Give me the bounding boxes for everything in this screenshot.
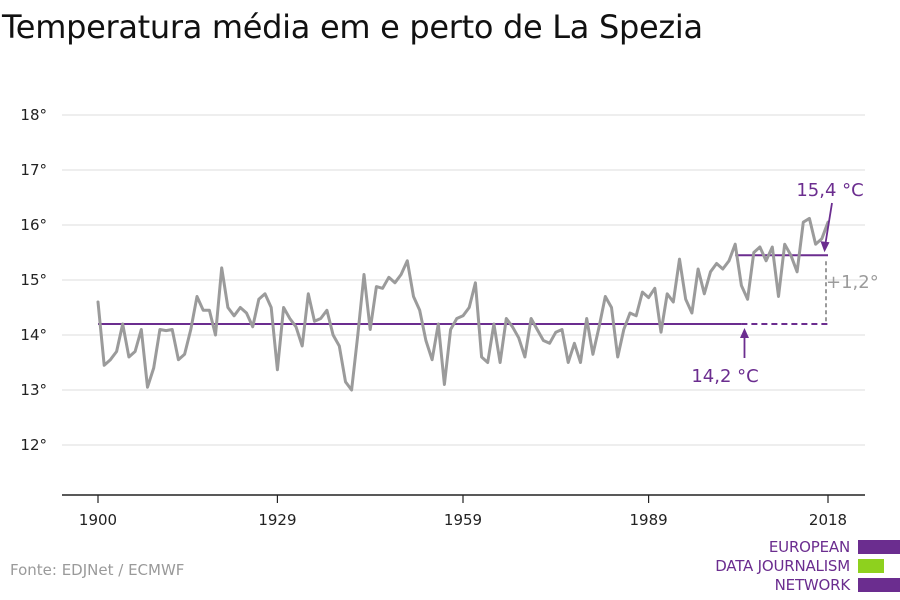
- delta-label: +1,2°: [826, 272, 879, 293]
- recent-arrow: [824, 202, 833, 244]
- x-tick-label-1959: 1959: [444, 511, 482, 529]
- grid-lines: [62, 114, 865, 446]
- x-tick-label-2018: 2018: [809, 511, 847, 529]
- recent-arrowhead: [820, 241, 830, 253]
- temperature-series-line: [96, 216, 830, 392]
- logo-line-european: EUROPEAN: [768, 538, 850, 556]
- y-tick-label-13: 13°: [20, 381, 47, 399]
- y-tick-label-15: 15°: [20, 271, 47, 289]
- y-axis-tick-labels: 12° 13° 14° 15° 16° 17° 18°: [20, 106, 47, 454]
- logo-bar-green: [858, 559, 884, 573]
- edjnet-logo: EUROPEAN DATA JOURNALISM NETWORK: [690, 538, 900, 596]
- y-tick-label-14: 14°: [20, 326, 47, 344]
- baseline-temp-label: 14,2 °C: [691, 366, 758, 387]
- annotations: 14,2 °C 15,4 °C +1,2°: [691, 180, 878, 387]
- source-credit: Fonte: EDJNet / ECMWF: [10, 561, 185, 579]
- x-axis-ticks: 1900 1929 1959 1989 2018: [79, 495, 847, 529]
- x-tick-label-1929: 1929: [258, 511, 296, 529]
- logo-bar-purple-bottom: [858, 578, 900, 592]
- recent-temp-label: 15,4 °C: [796, 180, 863, 201]
- x-tick-label-1900: 1900: [79, 511, 117, 529]
- logo-bar-purple-top: [858, 540, 900, 554]
- y-tick-label-16: 16°: [20, 216, 47, 234]
- logo-line-data-journalism: DATA JOURNALISM: [715, 557, 850, 575]
- y-tick-label-18: 18°: [20, 106, 47, 124]
- y-tick-label-17: 17°: [20, 161, 47, 179]
- reference-lines: [98, 254, 828, 325]
- y-tick-label-12: 12°: [20, 436, 47, 454]
- baseline-arrowhead: [739, 328, 749, 338]
- x-tick-label-1989: 1989: [629, 511, 667, 529]
- logo-line-network: NETWORK: [774, 576, 851, 594]
- page-title: Temperatura média em e perto de La Spezi…: [2, 8, 703, 46]
